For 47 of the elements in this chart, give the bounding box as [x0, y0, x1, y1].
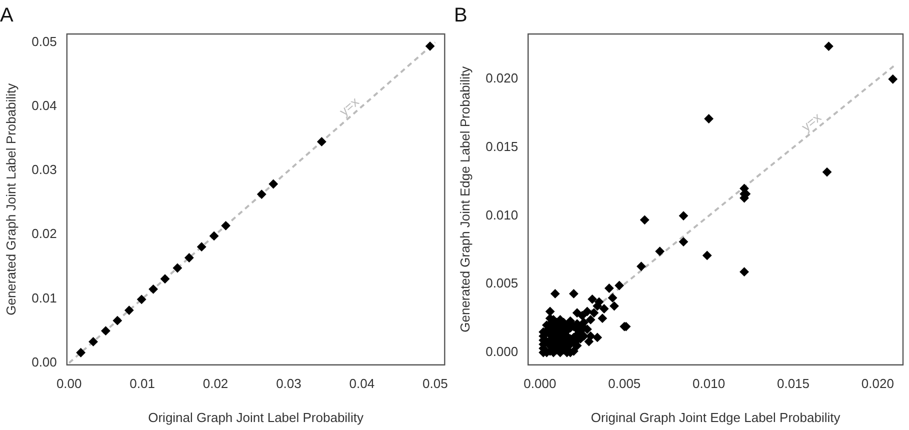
x-tick-label: 0.03: [276, 376, 302, 392]
x-tick-label: 0.020: [861, 376, 894, 392]
point: [257, 190, 266, 199]
point: [210, 231, 219, 240]
point: [160, 274, 170, 284]
point: [88, 337, 98, 346]
x-tick-label: 0.02: [202, 376, 228, 392]
point: [268, 180, 278, 189]
point: [101, 326, 110, 336]
x-tick-label: 0.005: [608, 376, 641, 392]
y-tick-label: 0.00: [32, 354, 57, 370]
point: [137, 294, 146, 304]
x-tick-label: 0.015: [776, 376, 810, 392]
point: [112, 316, 122, 326]
y-tick-label: 0.04: [32, 98, 57, 114]
chart-title: A: [0, 4, 14, 27]
x-tick-label: 0.010: [692, 376, 726, 392]
point: [426, 42, 435, 51]
x-tick-label: 0.05: [422, 376, 448, 392]
y-axis-title: Generated Graph Joint Label Probability: [3, 82, 18, 316]
point: [197, 242, 206, 252]
y-tick-label: 0.05: [32, 34, 57, 49]
y-axis-title: Generated Graph Joint Edge Label Probability: [457, 66, 472, 332]
x-tick-label: 0.01: [130, 376, 155, 392]
x-axis-title: Original Graph Joint Label Probability: [148, 410, 364, 425]
point: [148, 284, 158, 294]
y-tick-label: 0.005: [486, 276, 518, 291]
point: [172, 263, 182, 272]
y-tick-label: 0.015: [486, 139, 518, 154]
y-tick-label: 0.010: [486, 207, 518, 222]
point: [221, 221, 230, 230]
y-tick-label: 0.020: [486, 70, 518, 86]
chart-title: B: [454, 4, 468, 27]
x-axis-title: Original Graph Joint Edge Label Probability: [590, 410, 841, 425]
y-tick-label: 0.000: [486, 344, 518, 360]
y-tick-label: 0.01: [32, 290, 57, 306]
point: [124, 306, 134, 315]
x-tick-label: 0.000: [524, 376, 556, 392]
y-tick-label: 0.02: [32, 226, 57, 242]
point: [76, 348, 86, 358]
point: [317, 137, 326, 146]
point: [184, 253, 194, 262]
y-tick-label: 0.03: [32, 162, 57, 178]
text: y=x: [798, 109, 824, 134]
x-tick-label: 0.00: [56, 376, 82, 392]
text: y=x: [336, 94, 362, 119]
x-tick-label: 0.04: [349, 376, 375, 392]
